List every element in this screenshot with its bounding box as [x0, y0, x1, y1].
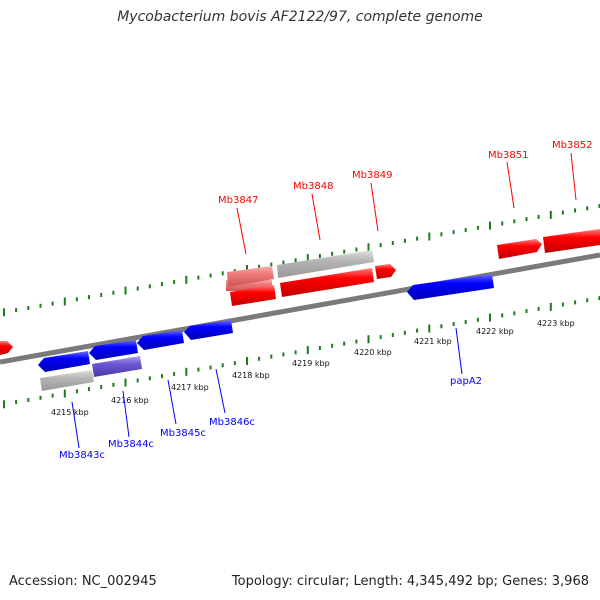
gene-mb3848[interactable] — [280, 268, 374, 297]
genome-summary: Topology: circular; Length: 4,345,492 bp… — [231, 574, 589, 589]
tick-label-4215: 4215 kbp — [51, 408, 89, 417]
leader-mb3852 — [570, 152, 577, 201]
gene-papa2[interactable] — [407, 274, 494, 300]
lower-tick-track — [3, 296, 600, 409]
tick-label-4220: 4220 kbp — [354, 348, 392, 357]
gene-label-mb3844c[interactable]: Mb3844c — [108, 439, 154, 450]
leader-mb3849 — [370, 182, 379, 232]
tick-label-4223: 4223 kbp — [537, 319, 575, 328]
gene-label-mb3846c[interactable]: Mb3846c — [209, 417, 255, 428]
leader-mb3847 — [236, 207, 247, 255]
tick-label-4218: 4218 kbp — [232, 371, 270, 380]
tick-label-4219: 4219 kbp — [292, 359, 330, 368]
gene-label-mb3849[interactable]: Mb3849 — [352, 170, 392, 181]
gene-label-mb3843c[interactable]: Mb3843c — [59, 450, 105, 461]
map-title: Mycobacterium bovis AF2122/97, complete … — [117, 9, 483, 25]
gene-mb3847-outer[interactable] — [227, 266, 274, 287]
leader-mb3843c — [71, 401, 80, 449]
gene-mb3849[interactable] — [375, 264, 396, 279]
leader-papa2 — [455, 327, 463, 375]
gene-mb3852[interactable] — [543, 229, 600, 253]
gene-label-mb3845c[interactable]: Mb3845c — [160, 428, 206, 439]
upper-tick-track — [3, 204, 600, 317]
leader-mb3845c — [167, 379, 177, 425]
gene-label-mb3851[interactable]: Mb3851 — [488, 150, 528, 161]
gene-label-papa2[interactable]: papA2 — [450, 376, 482, 387]
tick-label-4216: 4216 kbp — [111, 396, 149, 405]
gene-mb3848-outer[interactable] — [277, 250, 374, 278]
gene-left-edge[interactable] — [0, 341, 13, 355]
tick-label-4222: 4222 kbp — [476, 327, 514, 336]
gene-mb3845c[interactable] — [137, 330, 184, 350]
gene-mb3851[interactable] — [497, 239, 542, 259]
gene-mb3844c[interactable] — [89, 340, 138, 360]
accession-label: Accession: NC_002945 — [9, 574, 157, 589]
leader-mb3844c — [122, 390, 130, 438]
gene-label-mb3852[interactable]: Mb3852 — [552, 140, 592, 151]
genome-backbone — [0, 252, 600, 365]
gene-grey-reverse[interactable] — [40, 370, 94, 391]
leader-mb3846c — [215, 368, 226, 414]
leader-mb3848 — [311, 193, 321, 241]
gene-purple-reverse[interactable] — [92, 356, 142, 377]
tick-label-4217: 4217 kbp — [171, 383, 209, 392]
gene-label-mb3847[interactable]: Mb3847 — [218, 195, 258, 206]
gene-mb3847[interactable] — [230, 285, 276, 306]
gene-label-mb3848[interactable]: Mb3848 — [293, 181, 333, 192]
tick-label-4221: 4221 kbp — [414, 337, 452, 346]
gene-mb3846c[interactable] — [184, 320, 233, 340]
leader-mb3851 — [506, 161, 515, 209]
gene-mb3843c[interactable] — [38, 351, 90, 372]
